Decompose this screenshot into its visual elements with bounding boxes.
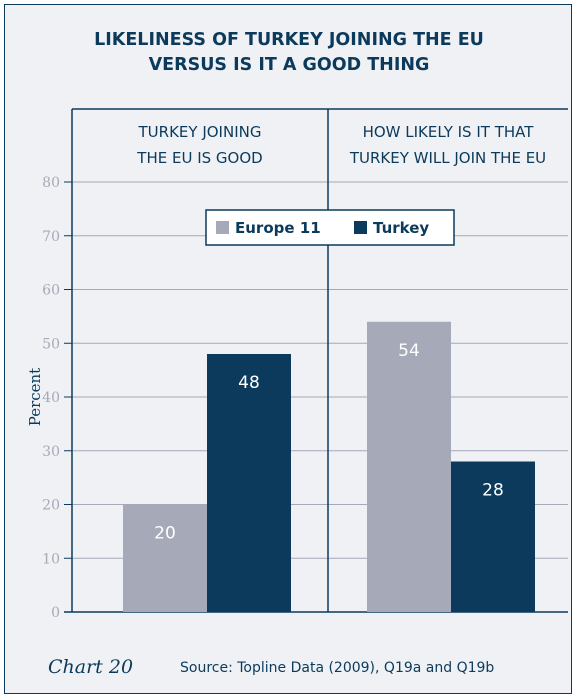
- bar-0-0: [123, 504, 207, 612]
- category-header-1-line-1: TURKEY WILL JOIN THE EU: [349, 149, 546, 167]
- category-header-1-line-0: HOW LIKELY IS IT THAT: [363, 123, 535, 141]
- y-tick-label-40: 40: [42, 390, 60, 406]
- bar-value-label-1-1: 28: [482, 481, 504, 501]
- y-tick-label-20: 20: [42, 498, 60, 514]
- chart-number-label: Chart 20: [48, 656, 134, 678]
- bar-1-0: [207, 354, 291, 612]
- chart-title: LIKELINESS OF TURKEY JOINING THE EU VERS…: [0, 28, 578, 78]
- y-tick-label-50: 50: [42, 336, 60, 352]
- legend-label-0: Europe 11: [235, 219, 321, 237]
- chart-title-line-1: LIKELINESS OF TURKEY JOINING THE EU: [94, 30, 484, 50]
- source-note: Source: Topline Data (2009), Q19a and Q1…: [180, 660, 495, 676]
- category-header-0-line-0: TURKEY JOINING: [138, 123, 262, 141]
- chart-title-line-2: VERSUS IS IT A GOOD THING: [148, 55, 430, 75]
- y-tick-label-70: 70: [42, 229, 60, 245]
- category-header-0-line-1: THE EU IS GOOD: [136, 149, 262, 167]
- bar-1-1: [451, 461, 535, 612]
- legend-swatch-1: [354, 221, 367, 234]
- y-tick-label-10: 10: [42, 551, 60, 567]
- y-tick-label-0: 0: [51, 605, 60, 621]
- legend-label-1: Turkey: [373, 219, 429, 237]
- bar-value-label-0-0: 20: [154, 524, 176, 544]
- bar-0-1: [367, 321, 451, 612]
- y-tick-label-80: 80: [42, 175, 60, 191]
- bar-value-label-1-0: 48: [238, 373, 260, 393]
- bar-value-label-0-1: 54: [398, 341, 420, 361]
- y-axis-label: Percent: [26, 368, 44, 426]
- legend-box: [205, 209, 455, 246]
- y-tick-label-60: 60: [42, 283, 60, 299]
- legend-swatch-0: [216, 221, 229, 234]
- y-tick-label-30: 30: [42, 444, 60, 460]
